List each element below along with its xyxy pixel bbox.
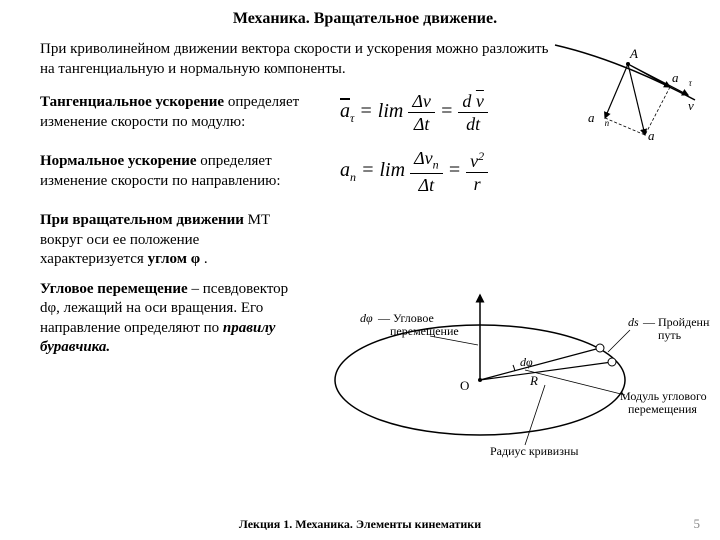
- a-label: a⃗: [648, 128, 665, 143]
- intro-text: При криволинейном движении вектора скоро…: [40, 40, 560, 79]
- vector-diagram: A v⃗ a⃗τ a⃗n a⃗: [550, 40, 700, 150]
- rotation-text: При вращательном движении МТ вокруг оси …: [40, 211, 300, 270]
- normal-formula: an = lim ΔvnΔt = v2r: [340, 149, 690, 194]
- mod-label2: перемещения: [628, 402, 697, 416]
- tangential-text: Тангенциальное ускорение определяет изме…: [40, 93, 340, 132]
- page-title: Механика. Вращательное движение.: [40, 10, 690, 28]
- intro-span: При криволинейном движении вектора скоро…: [40, 41, 548, 77]
- rotation-bold2: углом φ: [148, 251, 201, 267]
- rotation-rest2: .: [200, 251, 208, 267]
- path-label: — Пройденный: [642, 315, 710, 329]
- dphi-label: dφ: [360, 311, 373, 325]
- radius-label: Радиус кривизны: [490, 444, 578, 458]
- angdisp-bold: Угловое перемещение: [40, 281, 188, 297]
- tangential-bold: Тангенциальное ускорение: [40, 94, 224, 110]
- ang-label: — Угловое: [377, 311, 434, 325]
- footer-text: Лекция 1. Механика. Элементы кинематики: [0, 517, 720, 532]
- dphi-small-label: dφ: [520, 355, 533, 369]
- normal-row: Нормальное ускорение определяет изменени…: [40, 146, 690, 197]
- page-number: 5: [694, 516, 701, 532]
- mod-label: Модуль углового: [620, 389, 707, 403]
- normal-bold: Нормальное ускорение: [40, 153, 197, 169]
- point-A-label: A: [629, 46, 638, 61]
- rotation-diagram: O R dφ dφ — Угловое перемещение ds — Про…: [330, 290, 710, 460]
- atau-label: a⃗τ: [672, 70, 693, 88]
- ds-label: ds: [628, 315, 639, 329]
- normal-text: Нормальное ускорение определяет изменени…: [40, 152, 340, 191]
- ang-label2: перемещение: [390, 324, 459, 338]
- v-label: v⃗: [688, 98, 700, 113]
- angdisp-text: Угловое перемещение – псевдовектор dφ, л…: [40, 280, 300, 358]
- path-label2: путь: [658, 328, 682, 342]
- rotation-bold: При вращательном движении: [40, 212, 244, 228]
- O-label: O: [460, 378, 469, 393]
- R-label: R: [529, 373, 538, 388]
